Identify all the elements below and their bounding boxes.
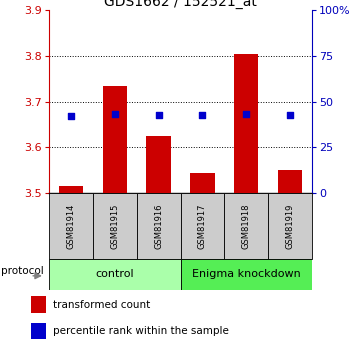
FancyBboxPatch shape [180,193,225,259]
Point [112,111,117,116]
Title: GDS1662 / 152521_at: GDS1662 / 152521_at [104,0,257,9]
Point [68,114,74,119]
Bar [234,54,258,193]
Bar [278,170,303,193]
Text: transformed count: transformed count [53,300,150,310]
Point [243,111,249,116]
FancyBboxPatch shape [180,259,312,290]
Bar [103,86,127,193]
Bar [31,296,46,313]
Text: percentile rank within the sample: percentile rank within the sample [53,326,229,336]
FancyBboxPatch shape [225,193,268,259]
Point [156,112,161,117]
Text: Enigma knockdown: Enigma knockdown [192,269,301,279]
Text: GSM81918: GSM81918 [242,203,251,249]
Bar [58,186,83,193]
Bar [190,172,214,193]
Text: GSM81914: GSM81914 [66,203,75,249]
Point [200,113,205,118]
FancyBboxPatch shape [49,193,93,259]
FancyBboxPatch shape [136,193,180,259]
FancyBboxPatch shape [268,193,312,259]
Bar [147,136,171,193]
Text: GSM81919: GSM81919 [286,203,295,249]
FancyBboxPatch shape [49,259,180,290]
Bar [31,323,46,339]
Text: GSM81916: GSM81916 [154,203,163,249]
Text: GSM81915: GSM81915 [110,203,119,249]
Text: protocol: protocol [1,266,44,276]
Text: control: control [95,269,134,279]
Text: GSM81917: GSM81917 [198,203,207,249]
Point [287,113,293,118]
FancyBboxPatch shape [93,193,136,259]
